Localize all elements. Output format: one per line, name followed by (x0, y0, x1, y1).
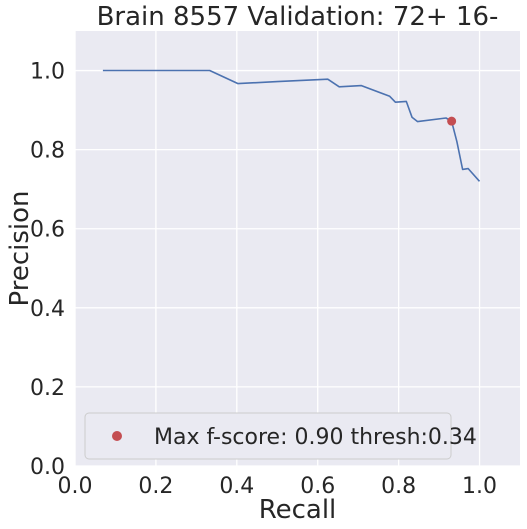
legend-marker (112, 431, 122, 441)
y-tick-label: 0.4 (30, 297, 65, 322)
tick-labels: 0.0 0.2 0.4 0.6 0.8 1.0 0.0 0.2 0.4 0.6 0.8 1.0 (30, 60, 497, 499)
legend-label: Max f-score: 0.90 thresh:0.34 (154, 425, 477, 450)
legend-box (84, 412, 452, 460)
y-tick-label: 0.0 (30, 455, 65, 480)
grid-lines (74, 31, 520, 467)
y-tick-label: 0.8 (30, 139, 65, 164)
y-axis-label: Precision (5, 190, 35, 306)
x-tick-label: 0.0 (58, 474, 93, 499)
x-tick-label: 0.8 (381, 474, 416, 499)
plot-area (75, 31, 520, 466)
x-tick-label: 0.4 (219, 474, 254, 499)
x-tick-label: 0.6 (300, 474, 335, 499)
x-axis-label: Recall (259, 495, 337, 525)
legend: Max f-score: 0.90 thresh:0.34 (84, 412, 477, 460)
series-layer (102, 69, 481, 182)
chart-title: Brain 8557 Validation: 72+ 16- (97, 2, 499, 32)
y-tick-label: 0.2 (30, 376, 65, 401)
max-fscore-point (447, 116, 457, 126)
x-tick-label: 1.0 (462, 474, 497, 499)
y-tick-label: 1.0 (30, 60, 65, 85)
pr-curve-line (102, 69, 481, 182)
y-tick-label: 0.6 (30, 218, 65, 243)
x-tick-label: 0.2 (138, 474, 173, 499)
